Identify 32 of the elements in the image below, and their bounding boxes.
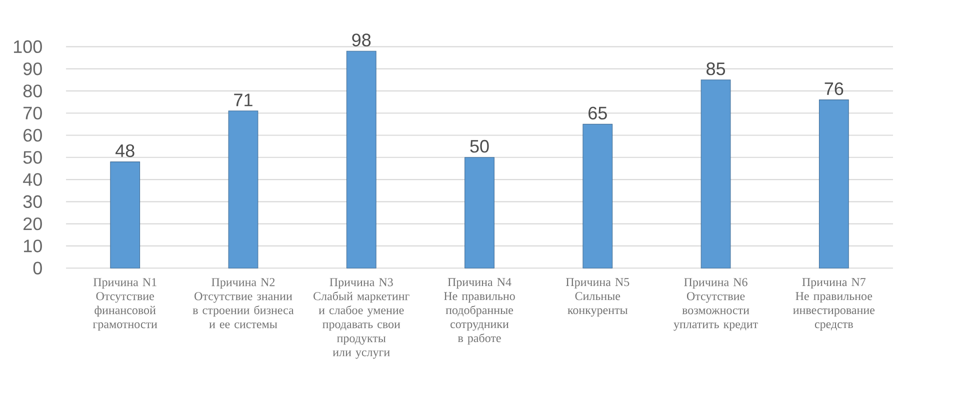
x-tick-label: Причина N5 Сильные конкуренты bbox=[566, 278, 630, 317]
y-tick-label: 80 bbox=[23, 84, 42, 98]
y-tick-label: 90 bbox=[23, 62, 42, 76]
data-label: 71 bbox=[234, 94, 252, 106]
bar bbox=[228, 110, 258, 268]
x-tick-label: Причина N4 Не правильно подобранные сотрудники в работе bbox=[444, 278, 515, 345]
y-tick-label: 50 bbox=[23, 150, 42, 164]
bar bbox=[582, 124, 613, 268]
data-label: 48 bbox=[116, 144, 134, 158]
bar bbox=[346, 50, 376, 268]
data-label: 65 bbox=[588, 106, 607, 120]
y-tick-label: 20 bbox=[24, 217, 42, 230]
x-tick-label: Причина N2 Отсутствие знании в строении бизнеса и ее системы bbox=[192, 278, 294, 328]
bar bbox=[464, 157, 494, 268]
x-tick-label: Причина N3 Слабый маркетинг и слабое умение продавать свои продукты или услуги bbox=[314, 278, 410, 359]
y-tick-label: 30 bbox=[23, 195, 42, 208]
x-tick-label: Причина N1 Отсутствие финансовой грамотности bbox=[92, 278, 158, 331]
y-tick-label: 60 bbox=[24, 128, 42, 142]
x-tick-label: Причина N6 Отсутствие возможности уплатить кредит bbox=[674, 278, 758, 331]
y-tick-label: 100 bbox=[14, 40, 42, 53]
y-tick-label: 70 bbox=[24, 106, 42, 120]
data-label: 85 bbox=[706, 62, 726, 76]
data-label: 98 bbox=[352, 34, 371, 46]
y-tick-label: 0 bbox=[33, 262, 42, 274]
data-label: 50 bbox=[470, 140, 489, 153]
data-label: 76 bbox=[824, 82, 844, 96]
x-tick-label: Причина N7 Не правильное инвестирование средств bbox=[793, 278, 875, 331]
bar bbox=[700, 80, 731, 268]
y-tick-label: 40 bbox=[23, 173, 42, 186]
bar bbox=[818, 99, 849, 268]
y-tick-label: 10 bbox=[24, 240, 42, 252]
bar bbox=[110, 161, 140, 268]
